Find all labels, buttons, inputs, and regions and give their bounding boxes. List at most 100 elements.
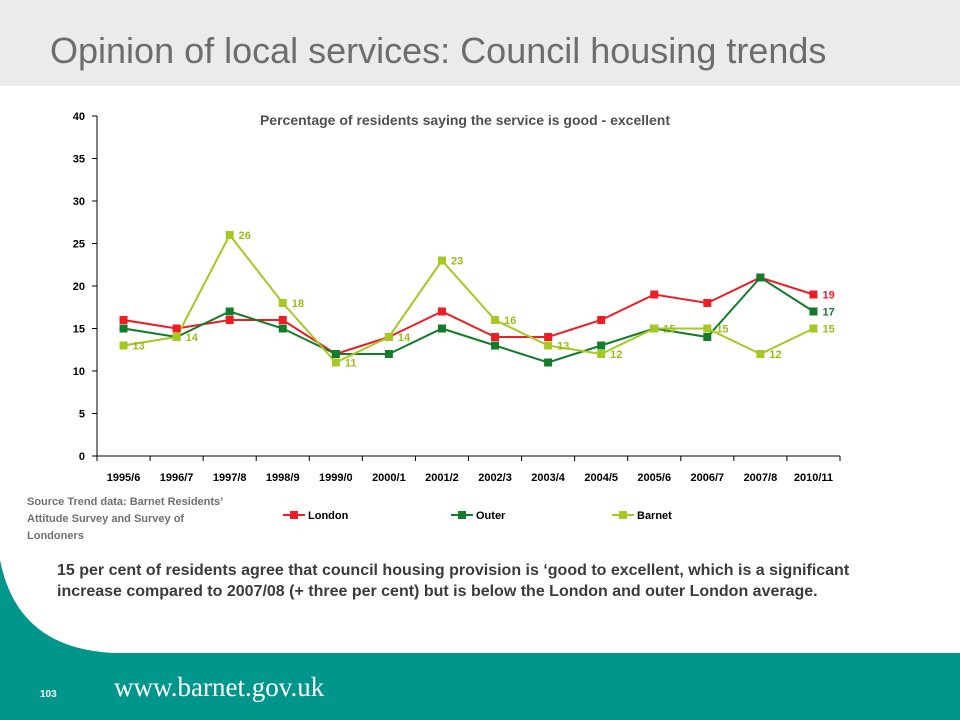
data-point-barnet (437, 256, 446, 265)
data-point-outer (119, 324, 128, 333)
data-point-london (437, 307, 446, 316)
x-tick-label: 2003/4 (531, 472, 566, 484)
x-tick-label: 2010/11 (794, 472, 833, 484)
chart-legend: London Outer Barnet (283, 510, 672, 522)
data-point-outer (278, 324, 287, 333)
data-point-outer (809, 307, 818, 316)
data-label-barnet: 15 (716, 324, 728, 336)
data-point-outer (331, 350, 340, 358)
chart-series-markers (119, 231, 818, 367)
series-line-outer (123, 276, 815, 364)
y-tick-label: 25 (73, 239, 85, 251)
chart-axes: 0 5 10 15 20 25 30 35 40 1995/6 1996/7 1997/8 1998/9… (73, 111, 841, 484)
data-label-barnet: 14 (398, 332, 411, 344)
data-point-outer (225, 307, 234, 316)
legend-marker-outer (458, 511, 466, 519)
data-label-barnet: 12 (610, 349, 622, 361)
data-point-barnet (225, 231, 234, 239)
data-point-outer (597, 341, 606, 350)
data-label-barnet: 15 (663, 324, 675, 336)
series-line-barnet (123, 233, 814, 364)
data-point-barnet (756, 350, 765, 358)
data-label-barnet: 15 (822, 324, 834, 336)
y-tick-label: 0 (79, 451, 85, 463)
x-tick-label: 2007/8 (744, 472, 778, 484)
y-tick-label: 5 (79, 409, 85, 421)
legend-marker-london (290, 511, 298, 519)
legend-label-barnet: Barnet (637, 510, 672, 522)
y-tick-label: 40 (73, 111, 85, 123)
data-point-barnet (703, 324, 712, 333)
data-point-outer (384, 350, 393, 358)
data-point-barnet (491, 316, 500, 324)
legend-label-outer: Outer (476, 510, 506, 522)
data-point-london (225, 316, 234, 324)
legend-label-london: London (308, 510, 349, 522)
chart-series-lines (123, 233, 815, 364)
x-tick-label: 1997/8 (213, 472, 247, 484)
data-label-barnet: 13 (557, 341, 569, 353)
data-point-london (703, 299, 712, 307)
x-tick-label: 2000/1 (372, 472, 406, 484)
data-point-london (172, 324, 181, 333)
data-point-barnet (544, 341, 553, 350)
data-label-barnet: 14 (186, 332, 199, 344)
data-point-barnet (809, 324, 818, 333)
data-point-outer (437, 324, 446, 333)
line-chart: Percentage of residents saying the servi… (73, 111, 841, 522)
slide-title: Opinion of local services: Council housi… (50, 30, 827, 71)
footer-band (0, 560, 960, 720)
x-tick-label: 1998/9 (266, 472, 300, 484)
x-tick-label: 2006/7 (690, 472, 724, 484)
data-label-london: 19 (822, 290, 834, 302)
data-point-london (650, 290, 659, 299)
website-link[interactable]: www.barnet.gov.uk (114, 672, 325, 702)
data-point-london (809, 290, 818, 299)
chart-title: Percentage of residents saying the servi… (260, 112, 670, 128)
chart-data-labels: 19 17 13 14 26 18 11 14 23 16 13 12 15 15 12 15 (133, 230, 835, 370)
x-tick-label: 2002/3 (478, 472, 512, 484)
title-bar (0, 0, 960, 86)
footer-teal-curve (0, 560, 960, 720)
x-tick-label: 2001/2 (425, 472, 459, 484)
y-tick-label: 20 (73, 281, 85, 293)
y-tick-label: 30 (73, 196, 85, 208)
data-point-barnet (278, 299, 287, 307)
data-point-barnet (650, 324, 659, 333)
data-point-outer (544, 358, 553, 367)
data-point-outer (491, 341, 500, 350)
data-point-london (278, 316, 287, 324)
x-tick-label: 2005/6 (637, 472, 671, 484)
data-point-outer (703, 333, 712, 341)
y-tick-label: 35 (73, 154, 85, 166)
x-tick-label: 1999/0 (319, 472, 353, 484)
data-label-barnet: 13 (133, 341, 145, 353)
x-tick-label: 2004/5 (584, 472, 618, 484)
data-point-barnet (172, 333, 181, 341)
y-tick-label: 15 (73, 324, 85, 336)
data-point-london (544, 333, 553, 341)
data-point-barnet (331, 358, 340, 367)
data-label-barnet: 23 (451, 256, 463, 268)
data-point-barnet (119, 341, 128, 350)
y-tick-label: 10 (73, 366, 85, 378)
x-tick-label: 1995/6 (107, 472, 141, 484)
source-note: Source Trend data: Barnet Residents’ Att… (27, 496, 223, 542)
data-point-london (491, 333, 500, 341)
data-label-outer: 17 (822, 307, 834, 319)
data-label-barnet: 11 (345, 358, 357, 370)
data-point-london (597, 316, 606, 324)
data-label-barnet: 26 (239, 230, 251, 242)
x-tick-label: 1996/7 (160, 472, 194, 484)
data-point-barnet (597, 350, 606, 358)
series-line-london (123, 276, 814, 356)
data-label-barnet: 16 (504, 315, 516, 327)
data-label-barnet: 18 (292, 298, 304, 310)
data-point-outer (756, 273, 765, 282)
page-number: 103 (40, 689, 57, 700)
data-point-london (119, 316, 128, 324)
data-label-barnet: 12 (769, 349, 781, 361)
data-point-barnet (384, 333, 393, 341)
summary-text: 15 per cent of residents agree that coun… (57, 562, 850, 600)
legend-marker-barnet (619, 511, 627, 519)
